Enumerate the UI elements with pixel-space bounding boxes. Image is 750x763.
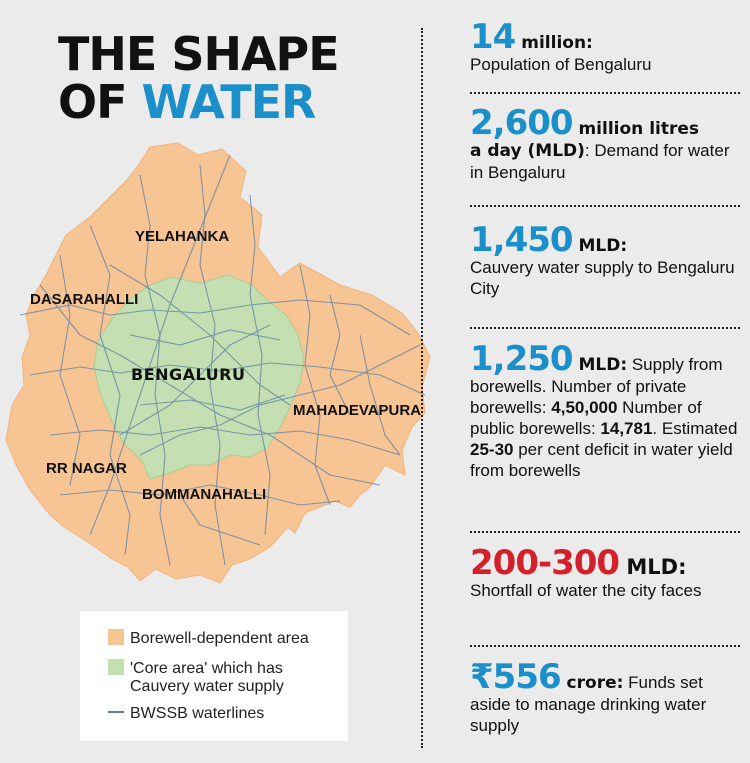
label-rr-nagar: RR NAGAR: [46, 460, 127, 477]
stat-borewells-unit: MLD:: [572, 355, 628, 375]
stat-demand: 2,600 million litres a day (MLD): Demand…: [470, 106, 745, 183]
bengaluru-map: YELAHANKA DASARAHALLI BENGALURU MAHADEVA…: [5, 142, 431, 584]
label-bengaluru: BENGALURU: [131, 365, 245, 384]
waterline-swatch: [108, 711, 124, 713]
stat-public-borewells: 14,781: [600, 419, 653, 438]
label-mahadevapura: MAHADEVAPURA: [293, 402, 421, 419]
stat-borewells-text-4: per cent deficit in water yield from bor…: [470, 440, 733, 480]
title-line-2-prefix: OF: [58, 75, 142, 129]
legend-borewell: Borewell-dependent area: [108, 629, 309, 648]
stat-borewells-value: 1,250: [470, 339, 574, 379]
map-legend: Borewell-dependent area 'Core area' whic…: [80, 611, 348, 741]
stat-demand-value: 2,600: [470, 103, 574, 143]
stat-demand-unit: million litres: [572, 119, 700, 139]
stat-population-text: Population of Bengaluru: [470, 55, 652, 74]
stat-deficit-range: 25-30: [470, 440, 514, 459]
stat-divider-1: [470, 92, 740, 94]
legend-waterlines: BWSSB waterlines: [108, 705, 264, 723]
label-bommanahalli: BOMMANAHALLI: [142, 486, 266, 503]
stat-divider-5: [470, 645, 740, 647]
stat-borewells: 1,250 MLD: Supply from borewells. Number…: [470, 342, 745, 481]
infographic-title: THE SHAPE OF WATER: [58, 27, 340, 129]
title-line-2-accent: WATER: [141, 75, 317, 129]
stat-private-borewells: 4,50,000: [551, 398, 618, 417]
stat-shortfall-unit: MLD:: [619, 555, 687, 579]
title-line-1: THE SHAPE: [58, 27, 340, 81]
legend-waterlines-label: BWSSB waterlines: [130, 705, 265, 722]
stat-borewells-text-2: Number of public borewells:: [470, 398, 702, 438]
bwssb-waterlines: [19, 154, 426, 566]
legend-core-label-2: Cauvery water supply: [130, 678, 284, 695]
core-swatch: [108, 659, 124, 675]
stat-shortfall: 200-300 MLD: Shortfall of water the city…: [470, 546, 745, 601]
stat-cauvery: 1,450 MLD: Cauvery water supply to Benga…: [470, 223, 745, 299]
label-yelahanka: YELAHANKA: [135, 228, 229, 245]
stat-divider-2: [470, 205, 740, 207]
stat-divider-3: [470, 327, 740, 329]
stat-population-value: 14: [470, 17, 516, 57]
stat-funds-text: Funds set aside to manage drinking water…: [470, 673, 707, 735]
stat-shortfall-value: 200-300: [470, 543, 620, 583]
stat-cauvery-unit: MLD:: [572, 236, 628, 256]
stat-demand-unit-2: a day (MLD): [470, 141, 585, 161]
stat-funds-unit: crore:: [560, 673, 624, 693]
stat-population: 14 million: Population of Bengaluru: [470, 20, 745, 75]
stat-cauvery-text: Cauvery water supply to Bengaluru City: [470, 258, 735, 298]
column-divider: [421, 28, 423, 748]
stat-demand-text: : Demand for water in Bengaluru: [470, 141, 730, 182]
stat-divider-4: [470, 531, 740, 533]
stat-funds: ₹556 crore: Funds set aside to manage dr…: [470, 660, 745, 736]
legend-core: 'Core area' which has Cauvery water supp…: [108, 659, 284, 696]
stat-cauvery-value: 1,450: [470, 220, 574, 260]
borewell-swatch: [108, 629, 124, 645]
stat-shortfall-text: Shortfall of water the city faces: [470, 581, 702, 600]
stat-borewells-text-3: . Estimated: [652, 419, 738, 438]
stat-funds-value: ₹556: [470, 657, 562, 697]
legend-core-label-1: 'Core area' which has: [130, 660, 283, 677]
legend-borewell-label: Borewell-dependent area: [130, 630, 309, 647]
label-dasarahalli: DASARAHALLI: [30, 291, 138, 308]
stat-population-unit: million:: [515, 33, 593, 53]
stat-borewells-text-1: Supply from borewells. Number of private…: [470, 355, 723, 417]
